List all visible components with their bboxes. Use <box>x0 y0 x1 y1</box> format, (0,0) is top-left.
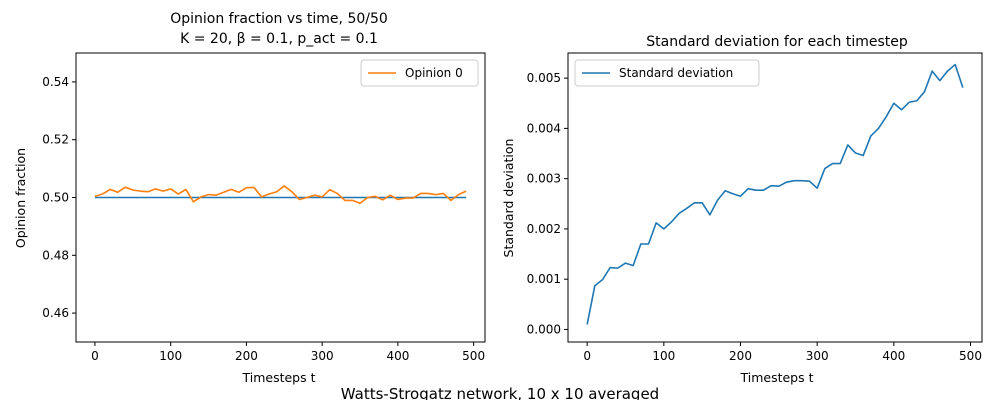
x-tick-label: 300 <box>311 349 334 363</box>
x-tick-label: 100 <box>652 349 675 363</box>
figure-suptitle: Watts-Strogatz network, 10 x 10 averaged <box>341 385 659 400</box>
x-tick-label: 400 <box>882 349 905 363</box>
y-tick-label: 0.46 <box>42 306 69 320</box>
legend-label: Standard deviation <box>619 66 733 80</box>
legend-box <box>574 59 760 87</box>
series-line-standard-deviation <box>586 63 964 325</box>
y-axis-label: Opinion fraction <box>13 148 28 248</box>
chart-title-line2: K = 20, β = 0.1, p_act = 0.1 <box>180 31 378 47</box>
x-tick-label: 200 <box>729 349 752 363</box>
standard-deviation-chart: Standard deviation for each timestep Tim… <box>501 34 983 385</box>
plot-area: 0 100 200 300 400 500 0.46 0.48 0.50 0.52 0.54 Opin… <box>42 52 486 363</box>
x-tick-label: 0 <box>583 349 591 363</box>
legend-label: Opinion 0 <box>405 66 463 80</box>
y-tick-label: 0.004 <box>527 121 561 135</box>
opinion-fraction-chart: Opinion fraction vs time, 50/50 K = 20, … <box>13 11 486 385</box>
y-tick-label: 0.48 <box>42 248 69 262</box>
y-tick-label: 0.52 <box>42 133 69 147</box>
axes-frame <box>567 52 983 343</box>
y-tick-label: 0.002 <box>527 222 561 236</box>
y-tick-label: 0.001 <box>527 272 561 286</box>
y-tick-label: 0.005 <box>527 71 561 85</box>
x-tick-label: 0 <box>91 349 99 363</box>
x-axis-label: Timesteps t <box>739 370 813 385</box>
x-axis-label: Timesteps t <box>241 370 315 385</box>
chart-title-line1: Opinion fraction vs time, 50/50 <box>170 11 388 27</box>
legend-box <box>360 59 479 87</box>
series-line-opinion-0 <box>94 185 467 205</box>
x-tick-label: 300 <box>806 349 829 363</box>
legend: Standard deviation <box>574 59 760 87</box>
y-tick-label: 0.000 <box>527 322 561 336</box>
x-tick-label: 500 <box>959 349 982 363</box>
y-tick-label: 0.54 <box>42 75 69 89</box>
chart-title: Standard deviation for each timestep <box>646 34 908 50</box>
y-tick-label: 0.003 <box>527 172 561 186</box>
x-tick-label: 400 <box>386 349 409 363</box>
x-tick-label: 500 <box>462 349 485 363</box>
x-tick-label: 100 <box>159 349 182 363</box>
y-axis-label: Standard deviation <box>501 139 516 258</box>
y-tick-label: 0.50 <box>42 191 69 205</box>
legend: Opinion 0 <box>360 59 479 87</box>
plot-area: 0 100 200 300 400 500 0.000 0.001 0.002 0.003 0.00… <box>527 52 983 363</box>
x-tick-label: 200 <box>235 349 258 363</box>
